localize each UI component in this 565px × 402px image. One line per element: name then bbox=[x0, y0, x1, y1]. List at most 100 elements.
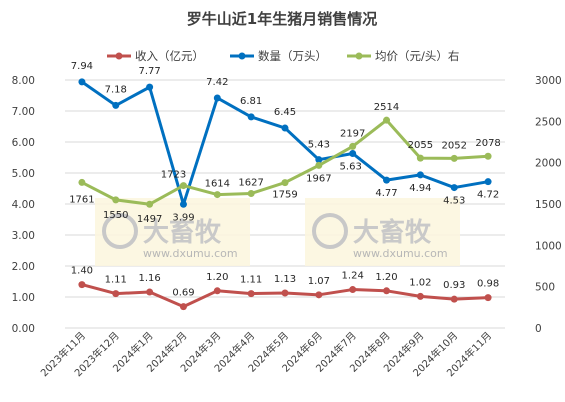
data-point bbox=[78, 281, 86, 289]
data-point bbox=[179, 200, 187, 208]
left-axis-tick-label: 2.00 bbox=[12, 261, 35, 273]
data-label: 7.18 bbox=[105, 84, 127, 95]
data-label: 1.24 bbox=[342, 271, 364, 282]
data-label: 1.02 bbox=[409, 277, 431, 288]
data-point bbox=[146, 200, 154, 208]
right-axis-tick-label: 1500 bbox=[535, 199, 562, 211]
data-point bbox=[179, 182, 187, 190]
data-label: 1.07 bbox=[308, 276, 330, 287]
data-label: 1.16 bbox=[138, 273, 160, 284]
data-point bbox=[281, 124, 289, 132]
data-point bbox=[213, 191, 221, 199]
data-point bbox=[112, 101, 120, 109]
watermark-panel bbox=[305, 198, 460, 266]
data-label: 0.98 bbox=[477, 279, 499, 290]
data-labels: 1.40 1.11 1.16 0.69 1.20 1.11 1.13 1.07 1.24 1.20… bbox=[69, 61, 501, 299]
data-point bbox=[213, 287, 221, 295]
data-label: 4.72 bbox=[477, 190, 499, 201]
right-axis-tick-label: 0 bbox=[535, 323, 542, 335]
watermark-brand: 大畜牧 bbox=[353, 217, 432, 248]
data-label: 3.99 bbox=[172, 212, 194, 223]
watermark-logo-icon bbox=[312, 213, 348, 249]
data-label: 4.53 bbox=[443, 196, 465, 207]
data-label: 1614 bbox=[205, 179, 230, 190]
data-point bbox=[146, 83, 154, 91]
data-label: 5.63 bbox=[340, 161, 362, 172]
data-point bbox=[450, 154, 458, 162]
legend-label: 均价（元/头）右 bbox=[375, 49, 459, 63]
data-label: 4.94 bbox=[409, 183, 431, 194]
data-point bbox=[213, 94, 221, 102]
data-label: 1.20 bbox=[206, 272, 228, 283]
data-label: 2052 bbox=[442, 140, 467, 151]
data-label: 1.11 bbox=[105, 275, 127, 286]
data-label: 2055 bbox=[408, 140, 433, 151]
data-label: 7.42 bbox=[206, 77, 228, 88]
legend-marker bbox=[115, 52, 123, 60]
data-point bbox=[281, 289, 289, 297]
right-axis-tick-label: 2000 bbox=[535, 158, 562, 170]
right-axis-tick-label: 500 bbox=[535, 282, 555, 294]
data-label: 7.94 bbox=[71, 61, 93, 72]
data-label: 1497 bbox=[137, 214, 162, 225]
data-point bbox=[112, 196, 120, 204]
left-axis-tick-label: 7.00 bbox=[12, 106, 35, 118]
data-label: 5.43 bbox=[308, 140, 330, 151]
data-label: 1.40 bbox=[71, 266, 93, 277]
data-point bbox=[416, 154, 424, 162]
left-axis-tick-label: 4.00 bbox=[12, 199, 35, 211]
watermark-site: www.dxumu.com bbox=[353, 247, 448, 260]
data-label: 1723 bbox=[161, 170, 186, 181]
legend-marker bbox=[355, 52, 363, 60]
data-label: 1.13 bbox=[274, 274, 296, 285]
data-point bbox=[315, 161, 323, 169]
data-label: 4.77 bbox=[375, 188, 397, 199]
data-point bbox=[383, 116, 391, 124]
data-label: 1550 bbox=[103, 210, 128, 221]
left-axis-tick-label: 6.00 bbox=[12, 137, 35, 149]
data-point bbox=[247, 113, 255, 121]
data-point bbox=[416, 292, 424, 300]
right-axis-ticks: 0 500 1000 1500 2000 2500 3000 bbox=[535, 75, 562, 335]
data-point bbox=[416, 171, 424, 179]
data-label: 6.81 bbox=[240, 96, 262, 107]
data-point bbox=[247, 190, 255, 198]
data-point bbox=[179, 303, 187, 311]
data-label: 0.93 bbox=[443, 280, 465, 291]
x-axis-ticks: 2023年11月2023年12月2024年1月2024年2月2024年3月202… bbox=[38, 329, 494, 379]
series-layer bbox=[78, 78, 492, 311]
data-point bbox=[112, 290, 120, 298]
data-label: 1761 bbox=[69, 194, 94, 205]
data-label: 1.20 bbox=[375, 272, 397, 283]
data-point bbox=[383, 176, 391, 184]
watermark-site: www.dxumu.com bbox=[143, 247, 238, 260]
chart-title: 罗牛山近1年生猪月销售情况 bbox=[187, 10, 377, 28]
watermark-panel bbox=[95, 198, 250, 266]
data-point bbox=[349, 149, 357, 157]
data-point bbox=[484, 178, 492, 186]
left-axis-ticks: 0.00 1.00 2.00 3.00 4.00 5.00 6.00 7.00 8.00 bbox=[12, 75, 35, 335]
legend-label: 数量（万头） bbox=[258, 49, 327, 63]
data-point bbox=[146, 288, 154, 296]
right-axis-tick-label: 1000 bbox=[535, 240, 562, 252]
left-axis-tick-label: 3.00 bbox=[12, 230, 35, 242]
legend: 收入（亿元） 数量（万头） 均价（元/头）右 bbox=[107, 49, 459, 63]
data-point bbox=[315, 291, 323, 299]
data-point bbox=[349, 286, 357, 294]
left-axis-tick-label: 8.00 bbox=[12, 75, 35, 87]
data-label: 2514 bbox=[374, 102, 399, 113]
data-label: 6.45 bbox=[274, 107, 296, 118]
data-point bbox=[484, 152, 492, 160]
legend-marker bbox=[238, 52, 246, 60]
watermark-logo-icon bbox=[102, 213, 138, 249]
data-label: 1.11 bbox=[240, 275, 262, 286]
data-label: 7.77 bbox=[138, 66, 160, 77]
data-point bbox=[383, 287, 391, 295]
right-axis-tick-label: 3000 bbox=[535, 75, 562, 87]
data-point bbox=[484, 294, 492, 302]
data-point bbox=[349, 142, 357, 150]
data-label: 2078 bbox=[475, 138, 500, 149]
